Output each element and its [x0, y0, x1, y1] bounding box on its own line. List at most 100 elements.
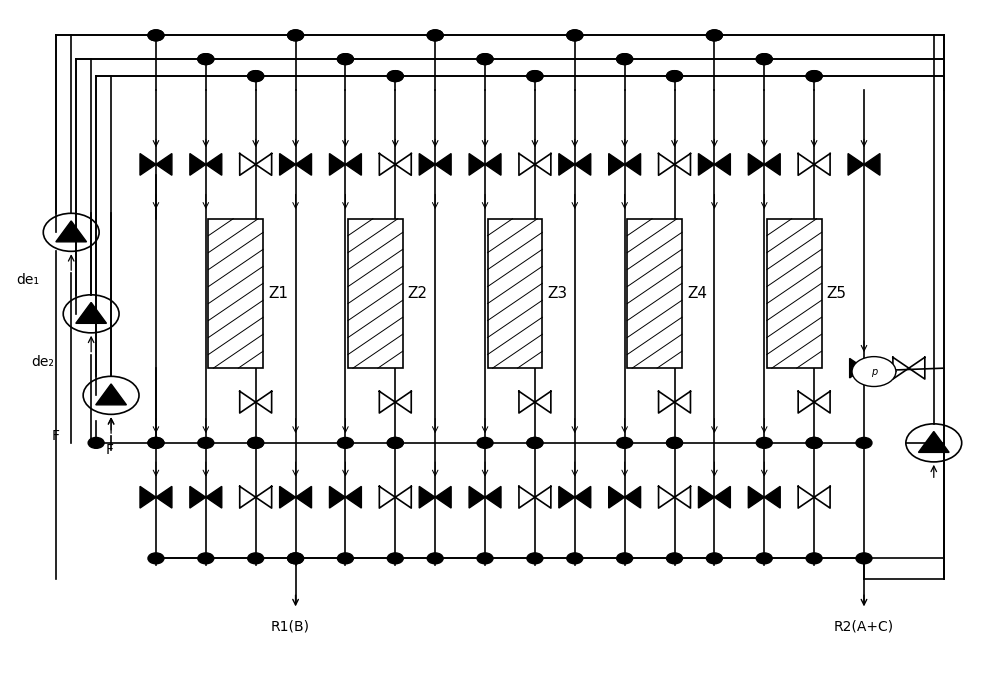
Circle shape: [617, 54, 633, 65]
Circle shape: [248, 437, 264, 448]
Circle shape: [337, 54, 353, 65]
Circle shape: [527, 437, 543, 448]
Polygon shape: [848, 153, 864, 175]
Circle shape: [667, 71, 682, 82]
Circle shape: [387, 553, 403, 564]
Polygon shape: [435, 486, 451, 508]
Polygon shape: [56, 221, 87, 242]
Polygon shape: [419, 486, 435, 508]
Bar: [348, 219, 403, 368]
Polygon shape: [280, 486, 296, 508]
Circle shape: [617, 437, 633, 448]
Circle shape: [248, 71, 264, 82]
Polygon shape: [625, 153, 641, 175]
Circle shape: [248, 71, 264, 82]
Bar: [767, 219, 822, 368]
Circle shape: [706, 553, 722, 564]
Bar: [208, 219, 263, 368]
Polygon shape: [435, 153, 451, 175]
Circle shape: [248, 437, 264, 448]
Circle shape: [667, 553, 682, 564]
Polygon shape: [96, 384, 126, 405]
Polygon shape: [864, 358, 878, 378]
Text: F: F: [51, 429, 59, 443]
Polygon shape: [609, 486, 625, 508]
Polygon shape: [76, 302, 106, 323]
Circle shape: [288, 553, 304, 564]
Polygon shape: [698, 153, 714, 175]
Circle shape: [756, 553, 772, 564]
Circle shape: [567, 553, 583, 564]
Polygon shape: [469, 153, 485, 175]
Polygon shape: [156, 153, 172, 175]
Circle shape: [148, 553, 164, 564]
Circle shape: [856, 553, 872, 564]
Circle shape: [427, 30, 443, 41]
Circle shape: [427, 30, 443, 41]
Circle shape: [148, 30, 164, 41]
Circle shape: [806, 437, 822, 448]
Polygon shape: [714, 486, 730, 508]
Polygon shape: [419, 153, 435, 175]
Circle shape: [852, 357, 896, 387]
Polygon shape: [140, 486, 156, 508]
Circle shape: [288, 30, 304, 41]
Circle shape: [667, 71, 682, 82]
Polygon shape: [140, 153, 156, 175]
Circle shape: [148, 437, 164, 448]
Polygon shape: [575, 486, 591, 508]
Polygon shape: [559, 486, 575, 508]
Polygon shape: [559, 153, 575, 175]
Text: Z1: Z1: [268, 286, 288, 301]
Polygon shape: [864, 153, 880, 175]
Text: Z5: Z5: [827, 286, 847, 301]
Polygon shape: [206, 153, 222, 175]
Polygon shape: [280, 153, 296, 175]
Text: p: p: [871, 366, 877, 376]
Circle shape: [88, 437, 104, 448]
Circle shape: [706, 30, 722, 41]
Circle shape: [856, 437, 872, 448]
Polygon shape: [748, 486, 764, 508]
Polygon shape: [918, 432, 949, 452]
Circle shape: [427, 553, 443, 564]
Text: R1(B): R1(B): [271, 619, 310, 634]
Circle shape: [527, 71, 543, 82]
Circle shape: [756, 437, 772, 448]
Circle shape: [667, 437, 682, 448]
Circle shape: [387, 71, 403, 82]
Circle shape: [198, 553, 214, 564]
Circle shape: [288, 30, 304, 41]
Circle shape: [527, 71, 543, 82]
Text: de₂: de₂: [31, 355, 54, 368]
Circle shape: [527, 553, 543, 564]
Circle shape: [248, 553, 264, 564]
Circle shape: [667, 437, 682, 448]
Circle shape: [477, 54, 493, 65]
Polygon shape: [329, 486, 345, 508]
Circle shape: [198, 437, 214, 448]
Circle shape: [288, 553, 304, 564]
Text: F: F: [106, 443, 114, 457]
Polygon shape: [206, 486, 222, 508]
Circle shape: [527, 437, 543, 448]
Circle shape: [617, 54, 633, 65]
Circle shape: [806, 553, 822, 564]
Polygon shape: [296, 486, 312, 508]
Polygon shape: [850, 358, 864, 378]
Text: Z2: Z2: [408, 286, 428, 301]
Bar: [627, 219, 682, 368]
Polygon shape: [190, 153, 206, 175]
Polygon shape: [748, 153, 764, 175]
Polygon shape: [345, 153, 361, 175]
Circle shape: [477, 553, 493, 564]
Circle shape: [477, 54, 493, 65]
Text: R2(A+C): R2(A+C): [834, 619, 894, 634]
Circle shape: [387, 437, 403, 448]
Circle shape: [756, 54, 772, 65]
Polygon shape: [469, 486, 485, 508]
Polygon shape: [698, 486, 714, 508]
Circle shape: [706, 30, 722, 41]
Polygon shape: [329, 153, 345, 175]
Text: Z3: Z3: [547, 286, 567, 301]
